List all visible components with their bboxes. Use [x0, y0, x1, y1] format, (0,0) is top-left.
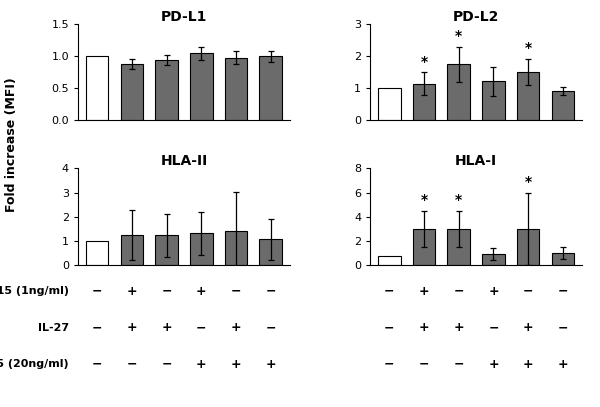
Text: −: − — [92, 358, 103, 371]
Text: +: + — [161, 321, 172, 334]
Bar — [517, 72, 539, 120]
Text: −: − — [127, 358, 137, 371]
Bar — [482, 254, 505, 265]
Text: *: * — [524, 41, 532, 55]
Text: +: + — [196, 284, 206, 298]
Text: *: * — [421, 55, 428, 69]
Bar — [224, 232, 247, 265]
Text: *: * — [455, 193, 463, 207]
Bar — [448, 229, 470, 265]
Text: +: + — [230, 358, 241, 371]
Text: −: − — [523, 284, 533, 298]
Text: IL-15 (1ng/ml): IL-15 (1ng/ml) — [0, 286, 69, 296]
Title: PD-L2: PD-L2 — [453, 11, 499, 24]
Text: +: + — [419, 321, 430, 334]
Text: +: + — [488, 284, 499, 298]
Text: +: + — [557, 358, 568, 371]
Bar — [121, 235, 143, 265]
Text: +: + — [127, 284, 137, 298]
Text: +: + — [196, 358, 206, 371]
Bar — [378, 88, 401, 120]
Bar — [224, 58, 247, 120]
Text: −: − — [384, 358, 395, 371]
Text: +: + — [127, 321, 137, 334]
Text: −: − — [557, 321, 568, 334]
Text: −: − — [454, 284, 464, 298]
Text: −: − — [265, 321, 276, 334]
Text: +: + — [454, 321, 464, 334]
Text: −: − — [384, 321, 395, 334]
Bar — [413, 84, 436, 120]
Text: −: − — [488, 321, 499, 334]
Text: −: − — [161, 358, 172, 371]
Title: PD-L1: PD-L1 — [161, 11, 207, 24]
Text: −: − — [196, 321, 206, 334]
Bar — [259, 239, 282, 265]
Bar — [517, 229, 539, 265]
Bar — [551, 91, 574, 120]
Bar — [482, 81, 505, 120]
Text: *: * — [421, 193, 428, 207]
Bar — [155, 60, 178, 120]
Text: *: * — [455, 29, 463, 43]
Bar — [190, 53, 212, 120]
Bar — [86, 57, 109, 120]
Title: HLA-I: HLA-I — [455, 155, 497, 168]
Text: IL-27: IL-27 — [38, 323, 69, 333]
Text: −: − — [454, 358, 464, 371]
Text: −: − — [92, 284, 103, 298]
Bar — [86, 241, 109, 265]
Text: −: − — [92, 321, 103, 334]
Bar — [190, 233, 212, 265]
Text: +: + — [488, 358, 499, 371]
Text: −: − — [265, 284, 276, 298]
Title: HLA-II: HLA-II — [160, 155, 208, 168]
Text: +: + — [523, 358, 533, 371]
Bar — [413, 229, 436, 265]
Text: +: + — [230, 321, 241, 334]
Bar — [551, 252, 574, 265]
Text: *: * — [524, 175, 532, 189]
Text: Fold increase (MFI): Fold increase (MFI) — [5, 77, 19, 212]
Text: −: − — [419, 358, 429, 371]
Text: +: + — [265, 358, 276, 371]
Bar — [121, 64, 143, 120]
Text: +: + — [419, 284, 430, 298]
Bar — [378, 256, 401, 265]
Bar — [155, 235, 178, 265]
Text: −: − — [557, 284, 568, 298]
Text: +: + — [523, 321, 533, 334]
Bar — [259, 57, 282, 120]
Text: −: − — [231, 284, 241, 298]
Text: −: − — [384, 284, 395, 298]
Text: IL-15 (20ng/ml): IL-15 (20ng/ml) — [0, 359, 69, 369]
Bar — [448, 64, 470, 120]
Text: −: − — [161, 284, 172, 298]
